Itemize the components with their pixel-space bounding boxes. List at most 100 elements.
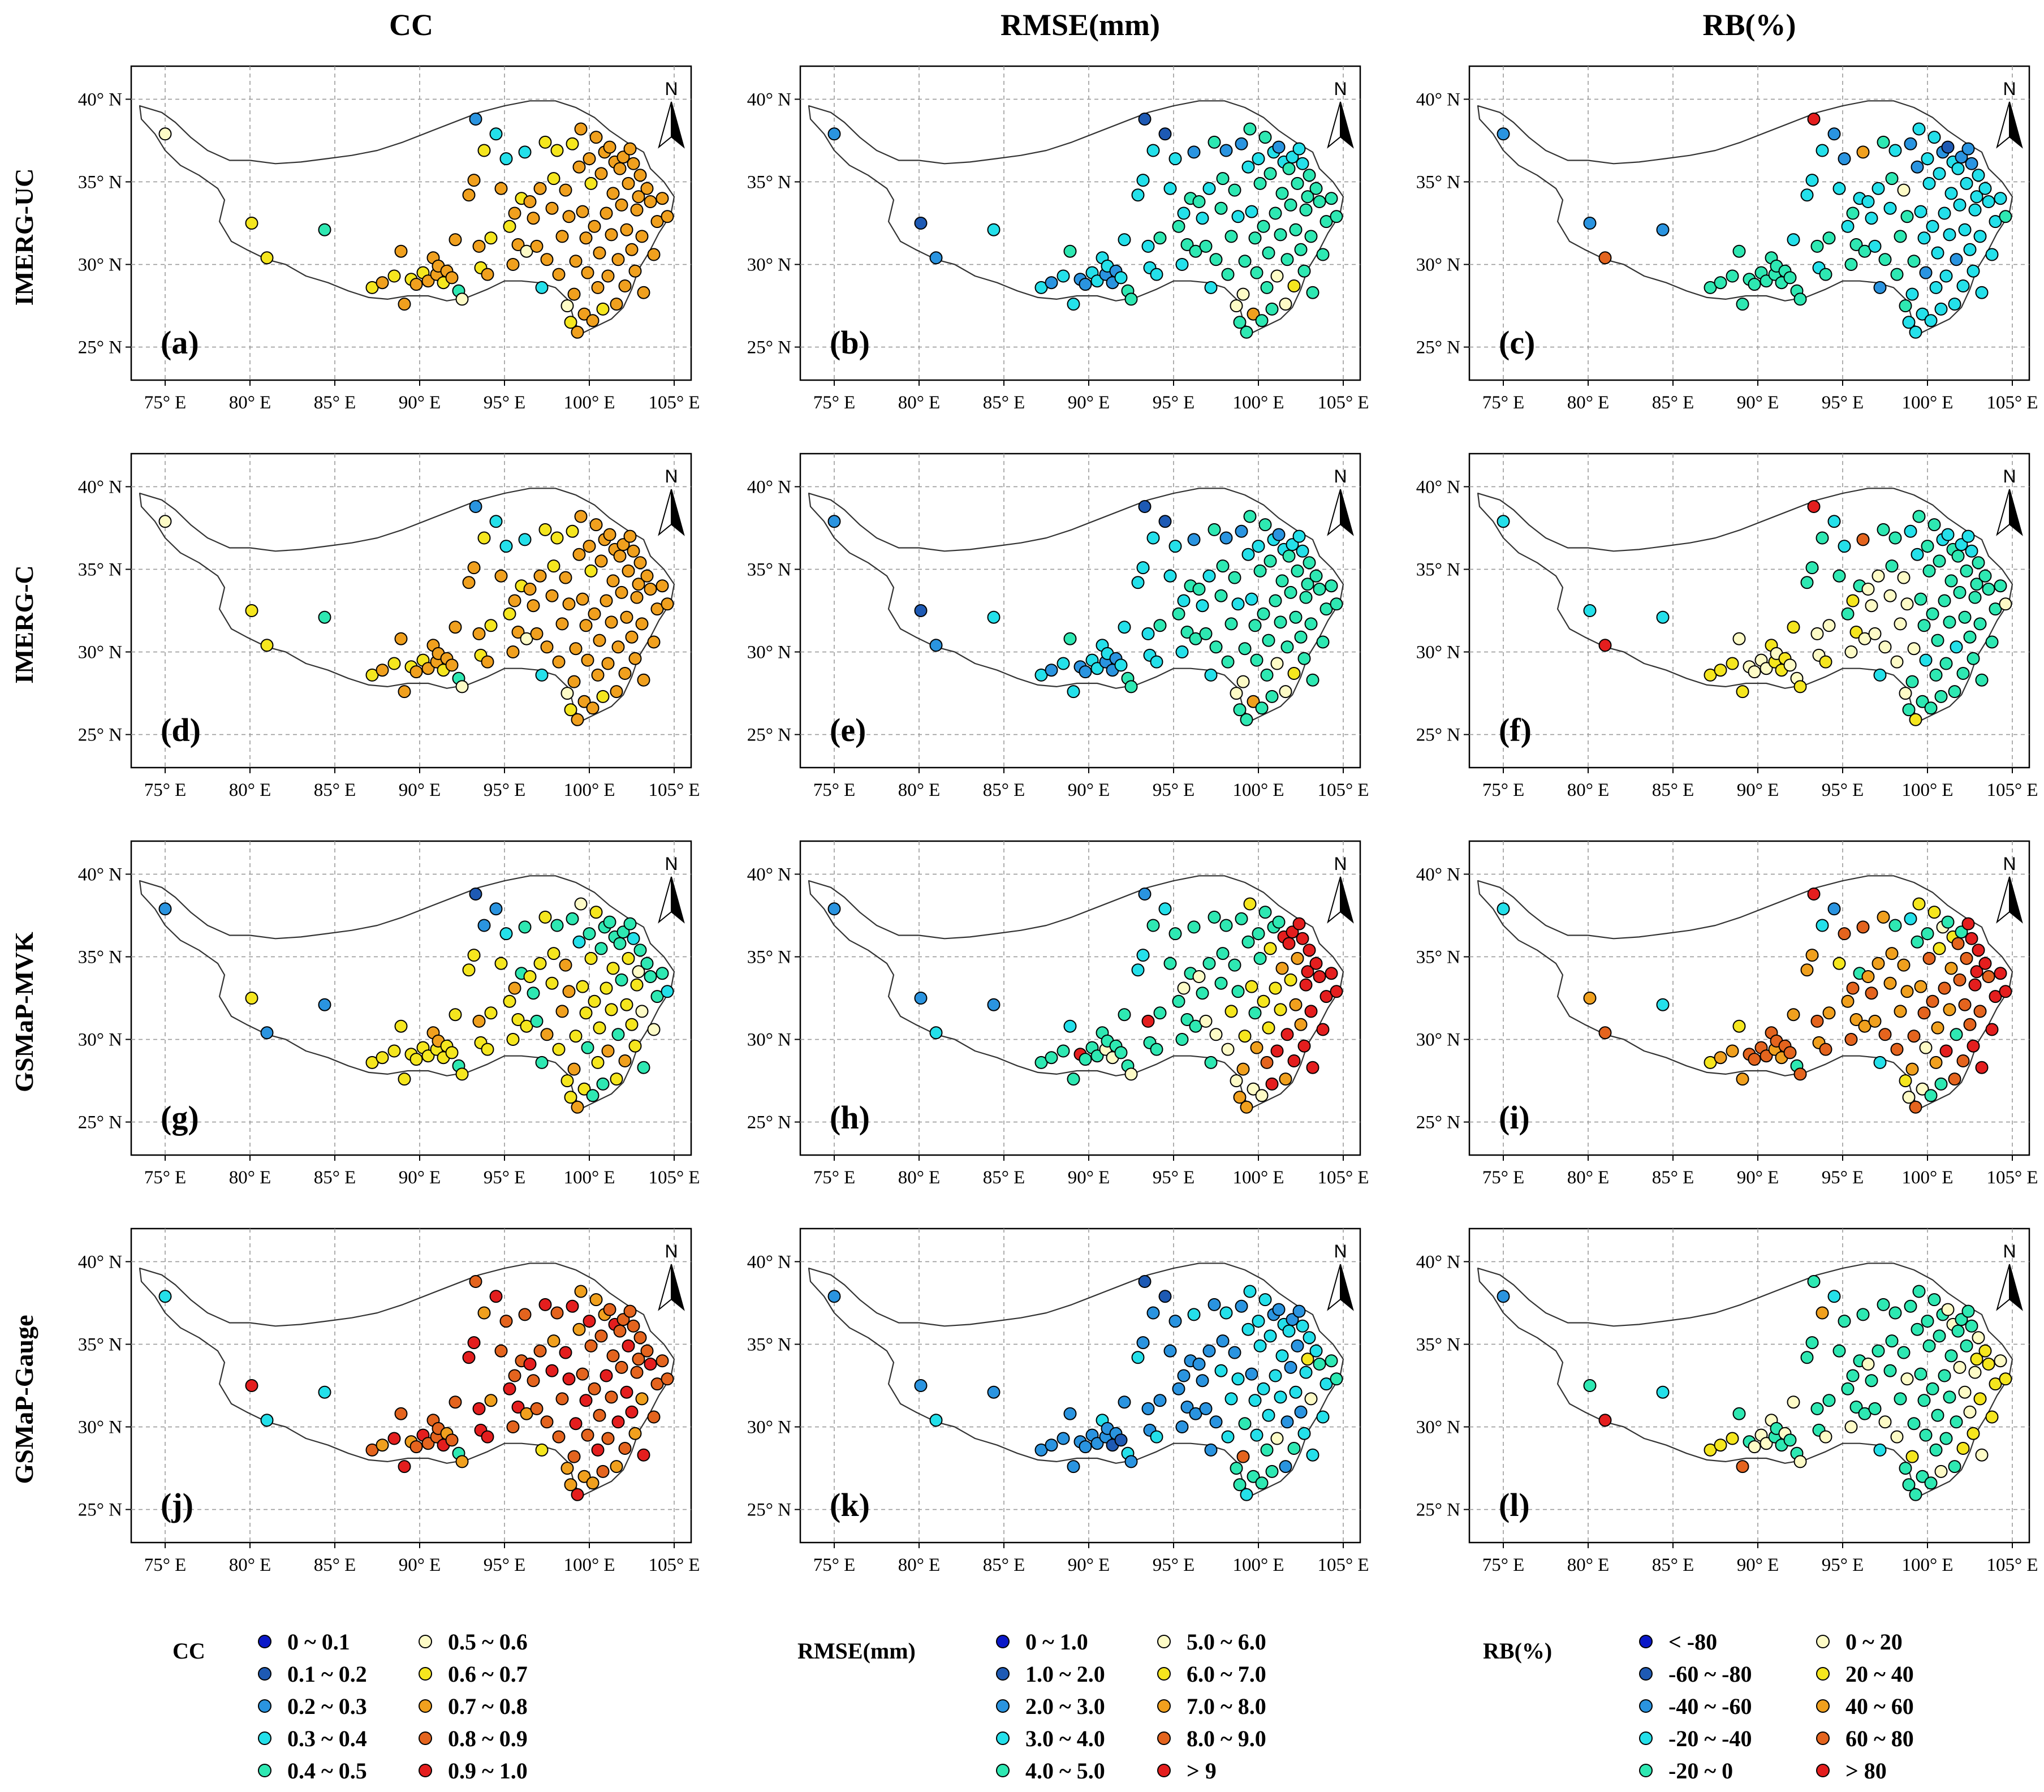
legend-swatch	[1157, 1764, 1171, 1777]
station-marker	[1240, 325, 1253, 339]
legend-item-label: 8.0 ~ 9.0	[1187, 1726, 1266, 1751]
station-marker	[1938, 981, 1951, 995]
station-marker	[1968, 591, 1982, 604]
lon-tick-label: 75° E	[1482, 1168, 1525, 1188]
station-marker	[1914, 205, 1927, 218]
station-marker	[1313, 1358, 1326, 1371]
lat-tick-label: 25° N	[1416, 1113, 1460, 1133]
station-marker	[1258, 131, 1272, 144]
station-marker	[1230, 1462, 1243, 1475]
north-arrow-icon: N	[1996, 854, 2023, 924]
legend-rmse: 0 ~ 1.0 1.0 ~ 2.0 2.0 ~ 3.0 3.0 ~ 4.0 4.0 ~ …	[996, 1629, 1266, 1784]
station-marker	[1245, 592, 1258, 606]
legend-swatch	[1639, 1635, 1653, 1648]
station-marker	[1141, 627, 1155, 640]
station-marker	[1902, 316, 1916, 329]
lat-tick-label: 40° N	[78, 1252, 122, 1272]
station-marker	[1948, 685, 1961, 699]
station-marker	[623, 1304, 637, 1318]
station-marker	[1208, 523, 1221, 536]
station-marker	[914, 992, 928, 1005]
lon-tick-label: 75° E	[144, 1168, 187, 1188]
station-marker	[1878, 1028, 1892, 1041]
station-marker	[1233, 1478, 1247, 1492]
station-marker	[560, 687, 574, 700]
north-arrow-right	[2009, 876, 2023, 924]
station-marker	[1230, 687, 1243, 700]
station-marker	[1917, 619, 1931, 632]
legend-item-label: 5.0 ~ 6.0	[1187, 1629, 1266, 1655]
station-marker	[503, 994, 516, 1008]
station-marker	[1912, 897, 1926, 911]
station-marker	[455, 292, 469, 306]
station-marker	[618, 1054, 632, 1067]
station-marker	[547, 947, 560, 960]
station-marker	[572, 935, 586, 949]
station-marker	[622, 1339, 635, 1352]
station-marker	[1989, 1377, 2002, 1391]
plateau-outline	[1477, 1263, 2013, 1497]
station-marker	[550, 531, 564, 545]
station-marker	[535, 668, 549, 682]
station-marker	[1921, 152, 1934, 166]
station-marker	[1180, 238, 1194, 251]
station-marker	[1931, 634, 1944, 647]
station-marker	[586, 1089, 600, 1102]
station-marker	[1951, 1324, 1965, 1338]
station-marker	[530, 1402, 544, 1415]
station-marker	[1199, 239, 1213, 253]
legend-item-label: 0.1 ~ 0.2	[287, 1661, 367, 1687]
station-marker	[1805, 561, 1819, 575]
station-marker	[1158, 1290, 1172, 1303]
station-marker	[1793, 680, 1807, 693]
station-marker	[1982, 583, 1995, 596]
station-marker	[1208, 135, 1221, 149]
station-marker	[644, 195, 657, 208]
station-marker	[1956, 279, 1970, 292]
station-marker	[1306, 1448, 1319, 1462]
station-marker	[1230, 299, 1243, 313]
station-marker	[1924, 1476, 1938, 1490]
station-marker	[1136, 174, 1150, 187]
station-marker	[1931, 1408, 1944, 1422]
station-marker	[1187, 145, 1201, 159]
station-marker	[1238, 1029, 1252, 1043]
station-marker	[929, 1414, 943, 1427]
lon-tick-label: 105° E	[1317, 1555, 1369, 1575]
station-marker	[481, 1430, 494, 1444]
station-marker	[1810, 1014, 1824, 1028]
panel-label: (d)	[161, 712, 201, 748]
station-marker	[596, 690, 610, 703]
station-marker	[1292, 1304, 1306, 1318]
station-marker	[387, 269, 401, 283]
station-marker	[584, 951, 598, 965]
lat-tick-label: 40° N	[1416, 864, 1460, 885]
station-marker	[1982, 195, 1995, 208]
station-marker	[1955, 538, 1968, 552]
stations	[158, 1275, 674, 1501]
station-marker	[1972, 944, 1985, 957]
station-marker	[1994, 579, 2007, 593]
station-marker	[545, 976, 559, 990]
station-marker	[622, 951, 635, 965]
station-marker	[455, 1455, 469, 1468]
station-marker	[576, 1367, 589, 1381]
stations	[1497, 1275, 2012, 1501]
lon-tick-label: 90° E	[399, 780, 441, 800]
north-label: N	[665, 79, 678, 99]
north-label: N	[1334, 1241, 1347, 1261]
map-panel-cc-2: 75° E 80° E 85° E 90° E 95° E 100° E 105° E 40°…	[78, 453, 700, 800]
station-marker	[1726, 1044, 1739, 1058]
lon-tick-label: 100° E	[563, 393, 615, 413]
station-marker	[1189, 1019, 1202, 1033]
legend-item-label: 6.0 ~ 7.0	[1187, 1661, 1266, 1687]
station-marker	[1900, 597, 1914, 611]
station-marker	[1978, 1344, 1992, 1358]
station-marker	[1944, 1349, 1958, 1363]
station-marker	[1279, 685, 1292, 699]
station-marker	[1922, 176, 1936, 190]
station-marker	[1189, 244, 1202, 258]
plateau-outline	[1477, 875, 2013, 1110]
station-marker	[1153, 231, 1167, 245]
station-marker	[1787, 621, 1800, 634]
